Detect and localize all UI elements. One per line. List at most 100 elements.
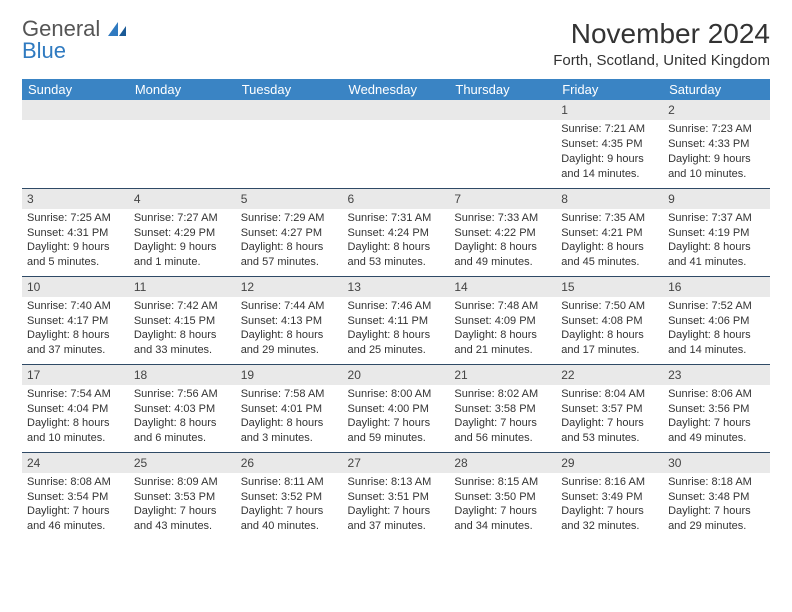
day-number: 19 — [236, 365, 343, 385]
daylight-text-2: and 21 minutes. — [454, 343, 551, 358]
calendar-cell: 17Sunrise: 7:54 AMSunset: 4:04 PMDayligh… — [22, 364, 129, 452]
day-body: Sunrise: 7:56 AMSunset: 4:03 PMDaylight:… — [129, 385, 236, 450]
day-number: 21 — [449, 365, 556, 385]
daylight-text-2: and 45 minutes. — [561, 255, 658, 270]
sunrise-text: Sunrise: 7:21 AM — [561, 122, 658, 137]
day-number — [343, 100, 450, 120]
daylight-text-1: Daylight: 7 hours — [668, 504, 765, 519]
daylight-text-2: and 14 minutes. — [561, 167, 658, 182]
daylight-text-2: and 29 minutes. — [241, 343, 338, 358]
daylight-text-2: and 49 minutes. — [668, 431, 765, 446]
calendar-cell: 19Sunrise: 7:58 AMSunset: 4:01 PMDayligh… — [236, 364, 343, 452]
sunrise-text: Sunrise: 7:40 AM — [27, 299, 124, 314]
day-body: Sunrise: 8:11 AMSunset: 3:52 PMDaylight:… — [236, 473, 343, 538]
daylight-text-2: and 5 minutes. — [27, 255, 124, 270]
sunset-text: Sunset: 3:50 PM — [454, 490, 551, 505]
sunset-text: Sunset: 4:00 PM — [348, 402, 445, 417]
calendar-cell: 5Sunrise: 7:29 AMSunset: 4:27 PMDaylight… — [236, 188, 343, 276]
weekday-header: Saturday — [663, 79, 770, 100]
daylight-text-1: Daylight: 7 hours — [454, 416, 551, 431]
sunset-text: Sunset: 4:27 PM — [241, 226, 338, 241]
day-number: 20 — [343, 365, 450, 385]
calendar-cell — [343, 100, 450, 188]
sunset-text: Sunset: 4:11 PM — [348, 314, 445, 329]
sunset-text: Sunset: 3:48 PM — [668, 490, 765, 505]
day-number: 18 — [129, 365, 236, 385]
calendar-cell: 16Sunrise: 7:52 AMSunset: 4:06 PMDayligh… — [663, 276, 770, 364]
calendar-cell: 2Sunrise: 7:23 AMSunset: 4:33 PMDaylight… — [663, 100, 770, 188]
weekday-header: Friday — [556, 79, 663, 100]
daylight-text-2: and 37 minutes. — [27, 343, 124, 358]
daylight-text-2: and 34 minutes. — [454, 519, 551, 534]
daylight-text-2: and 29 minutes. — [668, 519, 765, 534]
sunrise-text: Sunrise: 8:11 AM — [241, 475, 338, 490]
sunrise-text: Sunrise: 8:00 AM — [348, 387, 445, 402]
day-body: Sunrise: 7:52 AMSunset: 4:06 PMDaylight:… — [663, 297, 770, 362]
sunrise-text: Sunrise: 7:37 AM — [668, 211, 765, 226]
daylight-text-1: Daylight: 7 hours — [241, 504, 338, 519]
page-title: November 2024 — [553, 18, 770, 50]
sunrise-text: Sunrise: 7:44 AM — [241, 299, 338, 314]
sunset-text: Sunset: 4:15 PM — [134, 314, 231, 329]
daylight-text-2: and 41 minutes. — [668, 255, 765, 270]
daylight-text-1: Daylight: 7 hours — [134, 504, 231, 519]
calendar-cell: 27Sunrise: 8:13 AMSunset: 3:51 PMDayligh… — [343, 452, 450, 540]
day-body — [22, 120, 129, 126]
sunset-text: Sunset: 4:31 PM — [27, 226, 124, 241]
daylight-text-1: Daylight: 7 hours — [561, 504, 658, 519]
daylight-text-2: and 56 minutes. — [454, 431, 551, 446]
sunset-text: Sunset: 3:53 PM — [134, 490, 231, 505]
sunset-text: Sunset: 4:13 PM — [241, 314, 338, 329]
sunset-text: Sunset: 3:49 PM — [561, 490, 658, 505]
day-body: Sunrise: 7:37 AMSunset: 4:19 PMDaylight:… — [663, 209, 770, 274]
day-body — [236, 120, 343, 126]
day-body: Sunrise: 7:42 AMSunset: 4:15 PMDaylight:… — [129, 297, 236, 362]
calendar-cell: 8Sunrise: 7:35 AMSunset: 4:21 PMDaylight… — [556, 188, 663, 276]
daylight-text-2: and 40 minutes. — [241, 519, 338, 534]
day-body: Sunrise: 7:58 AMSunset: 4:01 PMDaylight:… — [236, 385, 343, 450]
logo: General Blue — [22, 18, 126, 62]
calendar-cell: 24Sunrise: 8:08 AMSunset: 3:54 PMDayligh… — [22, 452, 129, 540]
calendar-cell: 18Sunrise: 7:56 AMSunset: 4:03 PMDayligh… — [129, 364, 236, 452]
calendar-cell: 30Sunrise: 8:18 AMSunset: 3:48 PMDayligh… — [663, 452, 770, 540]
day-number: 5 — [236, 189, 343, 209]
calendar-body: 1Sunrise: 7:21 AMSunset: 4:35 PMDaylight… — [22, 100, 770, 540]
sunset-text: Sunset: 4:04 PM — [27, 402, 124, 417]
sunrise-text: Sunrise: 8:06 AM — [668, 387, 765, 402]
calendar-cell: 15Sunrise: 7:50 AMSunset: 4:08 PMDayligh… — [556, 276, 663, 364]
daylight-text-1: Daylight: 7 hours — [348, 416, 445, 431]
day-body: Sunrise: 8:06 AMSunset: 3:56 PMDaylight:… — [663, 385, 770, 450]
day-number: 6 — [343, 189, 450, 209]
day-number — [22, 100, 129, 120]
daylight-text-2: and 10 minutes. — [27, 431, 124, 446]
sunrise-text: Sunrise: 7:27 AM — [134, 211, 231, 226]
daylight-text-2: and 3 minutes. — [241, 431, 338, 446]
day-number: 2 — [663, 100, 770, 120]
calendar-cell: 1Sunrise: 7:21 AMSunset: 4:35 PMDaylight… — [556, 100, 663, 188]
day-body: Sunrise: 7:50 AMSunset: 4:08 PMDaylight:… — [556, 297, 663, 362]
daylight-text-1: Daylight: 9 hours — [134, 240, 231, 255]
sunset-text: Sunset: 3:54 PM — [27, 490, 124, 505]
day-body: Sunrise: 7:31 AMSunset: 4:24 PMDaylight:… — [343, 209, 450, 274]
sunset-text: Sunset: 3:57 PM — [561, 402, 658, 417]
calendar-cell: 29Sunrise: 8:16 AMSunset: 3:49 PMDayligh… — [556, 452, 663, 540]
calendar-cell: 6Sunrise: 7:31 AMSunset: 4:24 PMDaylight… — [343, 188, 450, 276]
calendar-row: 17Sunrise: 7:54 AMSunset: 4:04 PMDayligh… — [22, 364, 770, 452]
daylight-text-1: Daylight: 8 hours — [134, 328, 231, 343]
calendar-cell: 7Sunrise: 7:33 AMSunset: 4:22 PMDaylight… — [449, 188, 556, 276]
calendar-cell — [129, 100, 236, 188]
daylight-text-1: Daylight: 8 hours — [241, 240, 338, 255]
day-number: 7 — [449, 189, 556, 209]
daylight-text-2: and 46 minutes. — [27, 519, 124, 534]
sunrise-text: Sunrise: 7:58 AM — [241, 387, 338, 402]
daylight-text-1: Daylight: 8 hours — [454, 240, 551, 255]
day-body: Sunrise: 8:00 AMSunset: 4:00 PMDaylight:… — [343, 385, 450, 450]
day-number: 12 — [236, 277, 343, 297]
daylight-text-1: Daylight: 8 hours — [134, 416, 231, 431]
day-number — [236, 100, 343, 120]
calendar-cell — [22, 100, 129, 188]
day-number: 4 — [129, 189, 236, 209]
daylight-text-2: and 6 minutes. — [134, 431, 231, 446]
weekday-row: SundayMondayTuesdayWednesdayThursdayFrid… — [22, 79, 770, 100]
sunset-text: Sunset: 4:22 PM — [454, 226, 551, 241]
